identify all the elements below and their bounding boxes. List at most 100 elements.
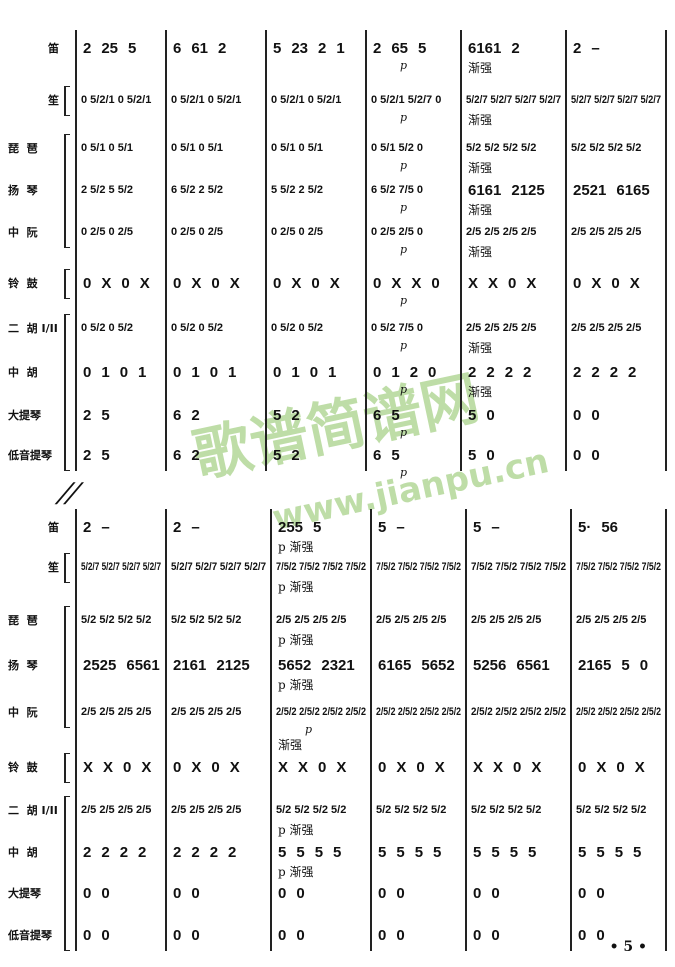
note: X: [531, 758, 542, 776]
chord-measure-text: 0 2/5 2/5 0: [371, 226, 423, 238]
note: 0: [311, 274, 320, 292]
note: X: [434, 758, 445, 776]
note: 0: [596, 884, 605, 902]
note: 5·: [578, 518, 592, 536]
instrument-label: 二 胡 I/II: [8, 322, 58, 335]
note: 5: [473, 843, 482, 861]
measure: 2–: [165, 513, 270, 541]
dynamic-marking: p 渐强: [278, 633, 314, 647]
instrument-label: 笙: [48, 561, 59, 574]
note: X: [83, 758, 94, 776]
note: 5: [528, 843, 537, 861]
note: 0: [119, 363, 129, 381]
measure: 5/2 5/2 5/2 5/2: [465, 796, 570, 824]
note: 0: [123, 758, 132, 776]
dynamic-marking: p 渐强: [278, 678, 314, 692]
note: 0: [473, 926, 482, 944]
chord-measure-text: 2/5 2/5 2/5 2/5: [376, 614, 447, 626]
note: 0: [101, 926, 110, 944]
measure: 2–: [565, 34, 665, 62]
chord-measure-text: 5/2/7 5/2/7 5/2/7 5/2/7: [171, 561, 267, 573]
note: 0: [396, 884, 405, 902]
note: 2: [191, 406, 200, 424]
measure: 5652 2321: [270, 651, 370, 679]
dynamic-marking: p 渐强: [278, 823, 314, 837]
note: 2: [573, 363, 582, 381]
measure: 5 5/2 2 5/2: [265, 176, 365, 204]
note: 0: [416, 758, 425, 776]
note: 25: [101, 39, 119, 57]
note: 1: [291, 363, 300, 381]
note: 6165: [378, 656, 412, 674]
measure: 5/2 5/2 5/2 5/2: [565, 134, 665, 162]
measure: 2/5 2/5 2/5 2/5: [460, 314, 565, 342]
note: 0: [573, 446, 582, 464]
note: 2: [83, 406, 92, 424]
bracket: [64, 606, 70, 728]
chord-measure-text: 5 5/2 2 5/2: [271, 184, 323, 196]
note: 6161: [468, 39, 502, 57]
chord-measure-text: 2/5 2/5 2/5 2/5: [81, 706, 152, 718]
note: X: [411, 274, 422, 292]
dynamic-marking: 渐强: [468, 245, 493, 259]
note: 5: [414, 843, 424, 861]
barline: [665, 509, 667, 951]
instrument-label: 大提琴: [8, 887, 41, 900]
chord-measure-text: 2/5 2/5 2/5 2/5: [466, 226, 537, 238]
chord-measure-text: 6 5/2 7/5 0: [371, 184, 423, 196]
dynamic-marking: 渐强: [468, 61, 493, 75]
chord-measure-text: 2/5 2/5 2/5 2/5: [466, 322, 537, 334]
note: 5: [614, 843, 624, 861]
measure: 0 5/2/1 0 5/2/1: [265, 86, 365, 114]
note: 5652: [278, 656, 312, 674]
note: 2: [523, 363, 532, 381]
note: 0: [491, 926, 500, 944]
dynamic-marking: p: [400, 339, 408, 352]
measure: 5/2 5/2 5/2 5/2: [460, 134, 565, 162]
barline: [165, 509, 167, 951]
dynamic-marking: p 渐强: [278, 540, 314, 554]
dynamic-marking: 渐强: [468, 113, 493, 127]
barline: [565, 30, 567, 471]
instrument-label: 笛: [48, 42, 59, 55]
note: 23: [291, 39, 309, 57]
note: 65: [391, 39, 409, 57]
note: 5256: [473, 656, 507, 674]
note: 0: [611, 274, 620, 292]
note: 2: [173, 843, 182, 861]
measure: 7/5/2 7/5/2 7/5/2 7/5/2: [370, 553, 465, 581]
measure: 2/5 2/5 2/5 2/5: [75, 698, 165, 726]
note: 2: [83, 39, 92, 57]
note: 0: [428, 363, 437, 381]
chord-measure-text: 0 5/2 0 5/2: [171, 322, 223, 334]
note: 6: [173, 406, 182, 424]
note: 2: [591, 363, 600, 381]
note: 0: [573, 406, 582, 424]
note: 2: [291, 446, 300, 464]
note: 5: [418, 39, 427, 57]
chord-measure-text: 2/5 2/5 2/5 2/5: [571, 226, 642, 238]
note: 5: [273, 406, 282, 424]
note: 0: [396, 926, 405, 944]
chord-measure-text: 0 5/2/1 0 5/2/1: [81, 94, 152, 106]
note: 2: [101, 843, 110, 861]
dynamic-marking: 渐强: [468, 203, 493, 217]
instrument-label: 铃 鼓: [8, 277, 38, 290]
note: 5: [468, 446, 477, 464]
note: X: [396, 758, 407, 776]
note: 0: [578, 758, 587, 776]
instrument-label: 扬 琴: [8, 184, 38, 197]
note: 5: [101, 406, 110, 424]
